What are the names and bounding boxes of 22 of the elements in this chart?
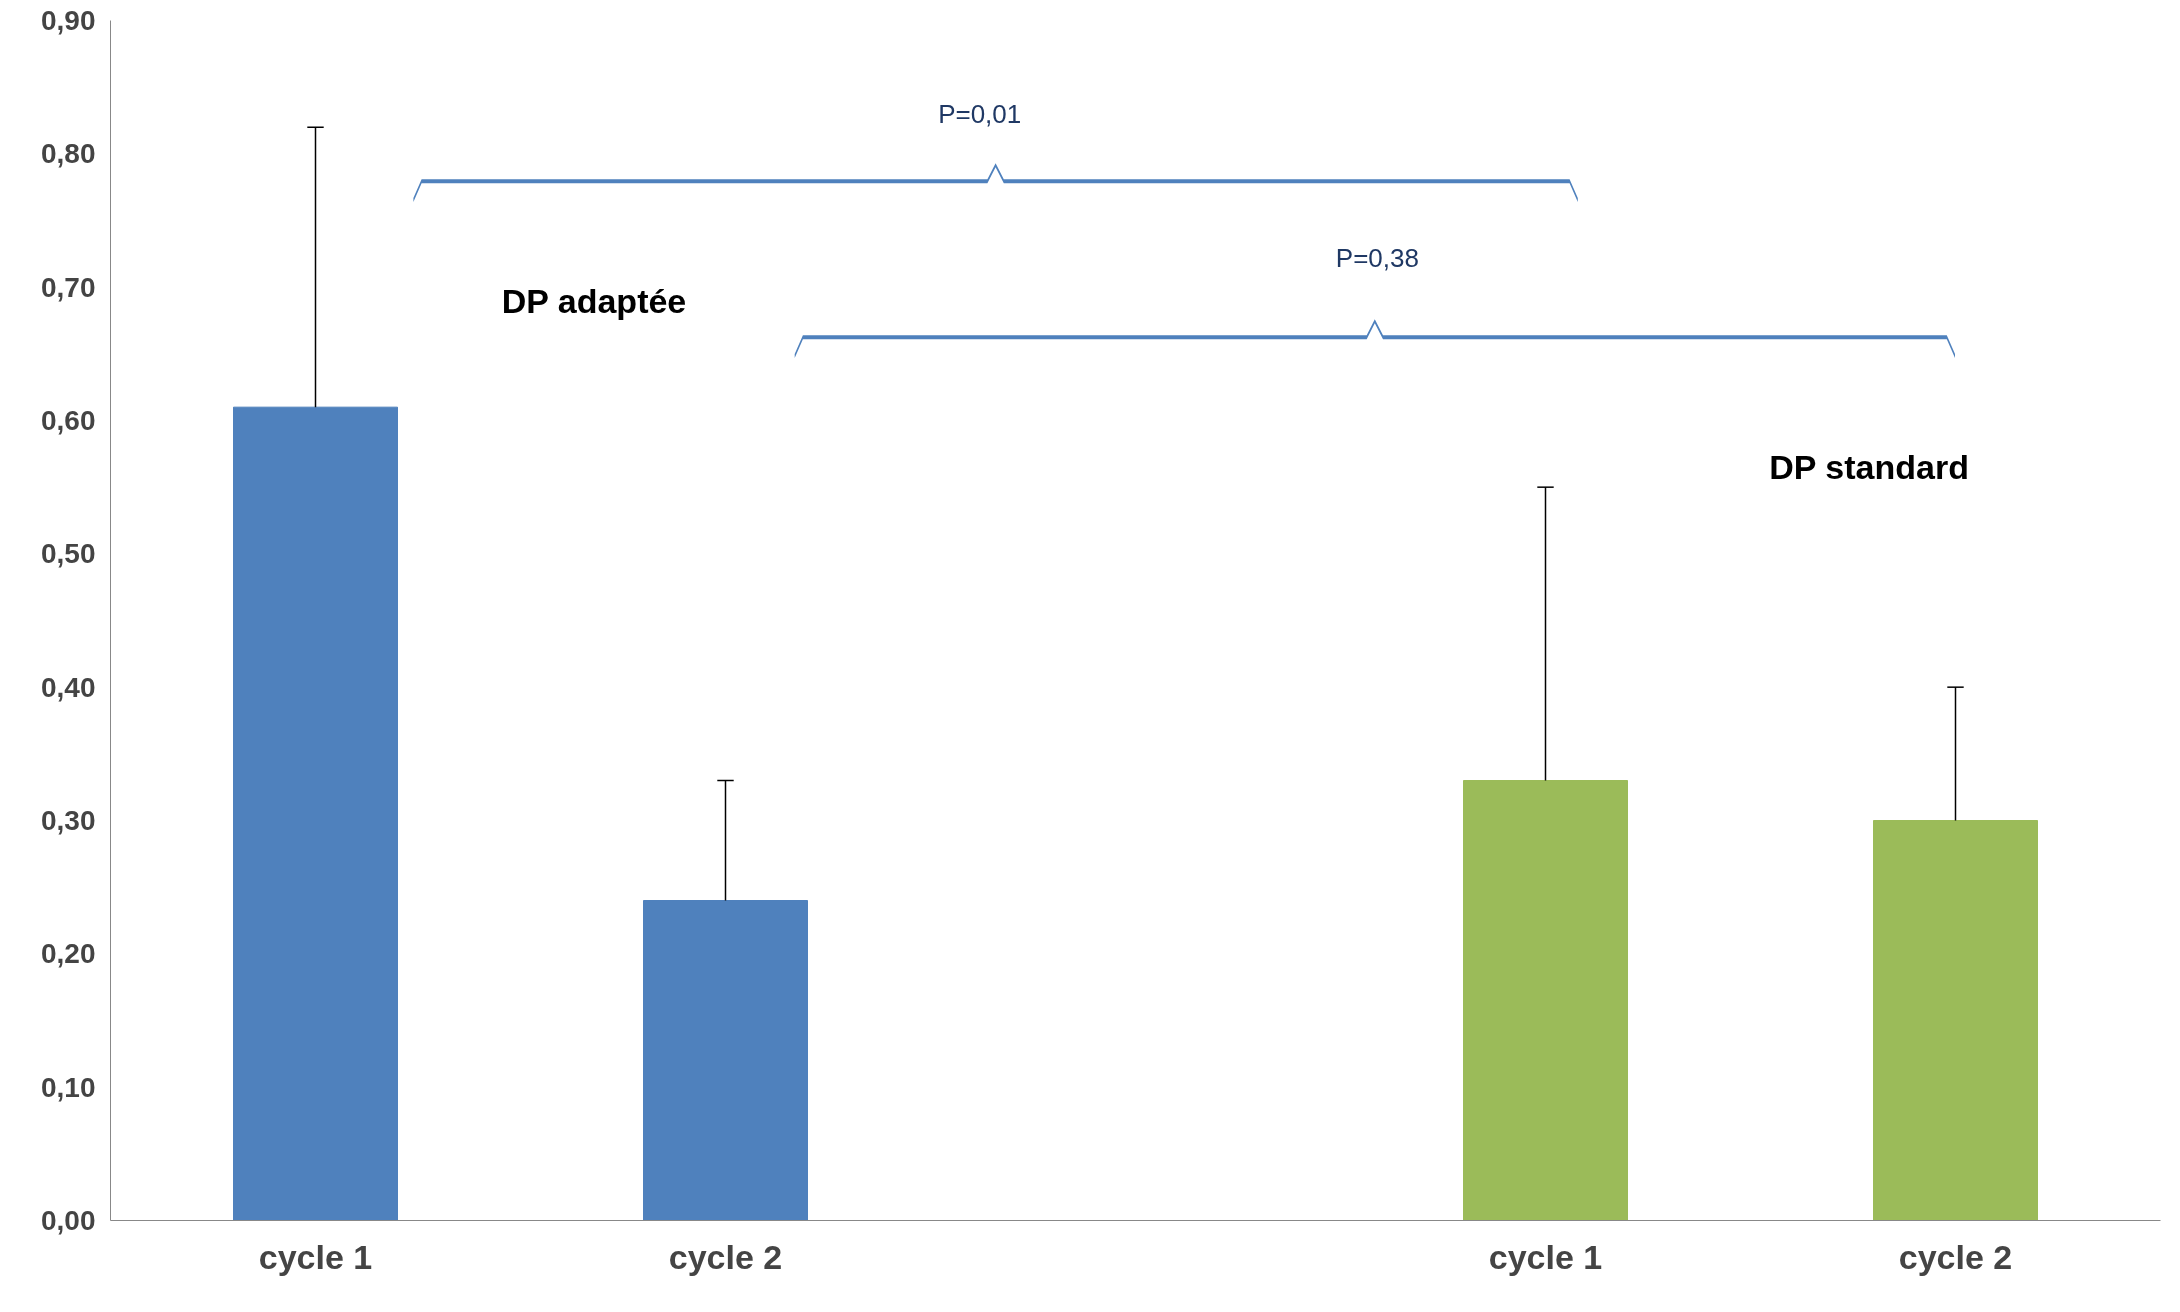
annotation: P=0,01	[938, 98, 1022, 129]
bar	[1873, 820, 2038, 1221]
annotation: DP standard	[1769, 448, 1969, 487]
y-tick-label: 0,00	[41, 1205, 96, 1236]
x-tick-label: cycle 1	[1488, 1237, 1603, 1276]
y-tick-label: 0,60	[41, 405, 96, 436]
y-tick-label: 0,30	[41, 805, 96, 836]
y-tick-label: 0,50	[41, 538, 96, 570]
annotation: DP adaptée	[501, 281, 687, 320]
bar	[1463, 780, 1628, 1221]
annotation: P=0,38	[1335, 242, 1419, 273]
x-tick-label: cycle 1	[258, 1237, 373, 1276]
y-tick-label: 0,10	[41, 1071, 96, 1103]
y-tick-label: 0,40	[41, 671, 96, 703]
y-tick-label: 0,80	[41, 138, 96, 170]
y-tick-label: 0,20	[41, 938, 96, 970]
bar	[233, 406, 398, 1221]
y-tick-label: 0,90	[41, 5, 96, 36]
bar	[643, 900, 808, 1221]
y-tick-label: 0,70	[41, 271, 96, 303]
x-tick-label: cycle 2	[1898, 1237, 2013, 1276]
x-tick-label: cycle 2	[668, 1237, 783, 1276]
